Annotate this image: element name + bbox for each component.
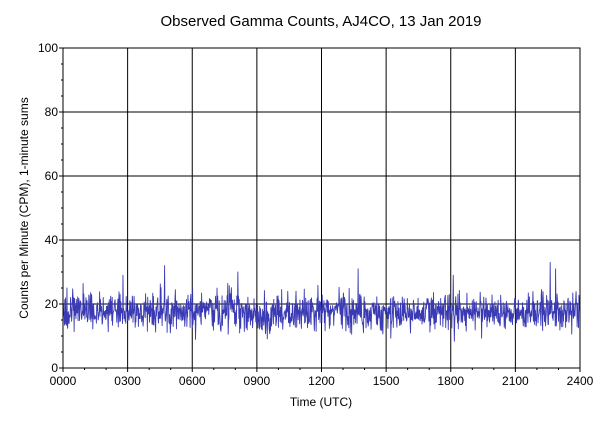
- y-tick-label: 100: [38, 41, 58, 55]
- y-tick-label: 20: [45, 297, 59, 311]
- x-tick-label: 1800: [437, 374, 464, 388]
- x-tick-label: 1500: [373, 374, 400, 388]
- x-tick-label: 0000: [50, 374, 77, 388]
- tick-marks: [59, 47, 581, 372]
- x-tick-label: 2100: [502, 374, 529, 388]
- x-tick-labels: 0000 0300 0600 0900 1200 1500 1800 2100 2400: [50, 374, 594, 388]
- x-tick-label: 1200: [308, 374, 335, 388]
- series-line: [62, 261, 581, 342]
- y-tick-label: 40: [45, 233, 59, 247]
- chart-title: Observed Gamma Counts, AJ4CO, 13 Jan 201…: [161, 13, 482, 30]
- y-axis-label: Counts per Minute (CPM), 1-minute sums: [17, 97, 31, 318]
- y-tick-labels: 0 20 40 60 80 100: [38, 41, 58, 375]
- grid: [63, 48, 580, 368]
- x-tick-label: 0300: [114, 374, 141, 388]
- y-tick-label: 60: [45, 169, 59, 183]
- y-tick-label: 80: [45, 105, 59, 119]
- x-tick-label: 0600: [179, 374, 206, 388]
- x-tick-label: 2400: [567, 374, 594, 388]
- y-tick-label: 0: [51, 361, 58, 375]
- x-tick-label: 0900: [244, 374, 271, 388]
- x-axis-label: Time (UTC): [290, 395, 352, 409]
- series-layer: [62, 261, 581, 342]
